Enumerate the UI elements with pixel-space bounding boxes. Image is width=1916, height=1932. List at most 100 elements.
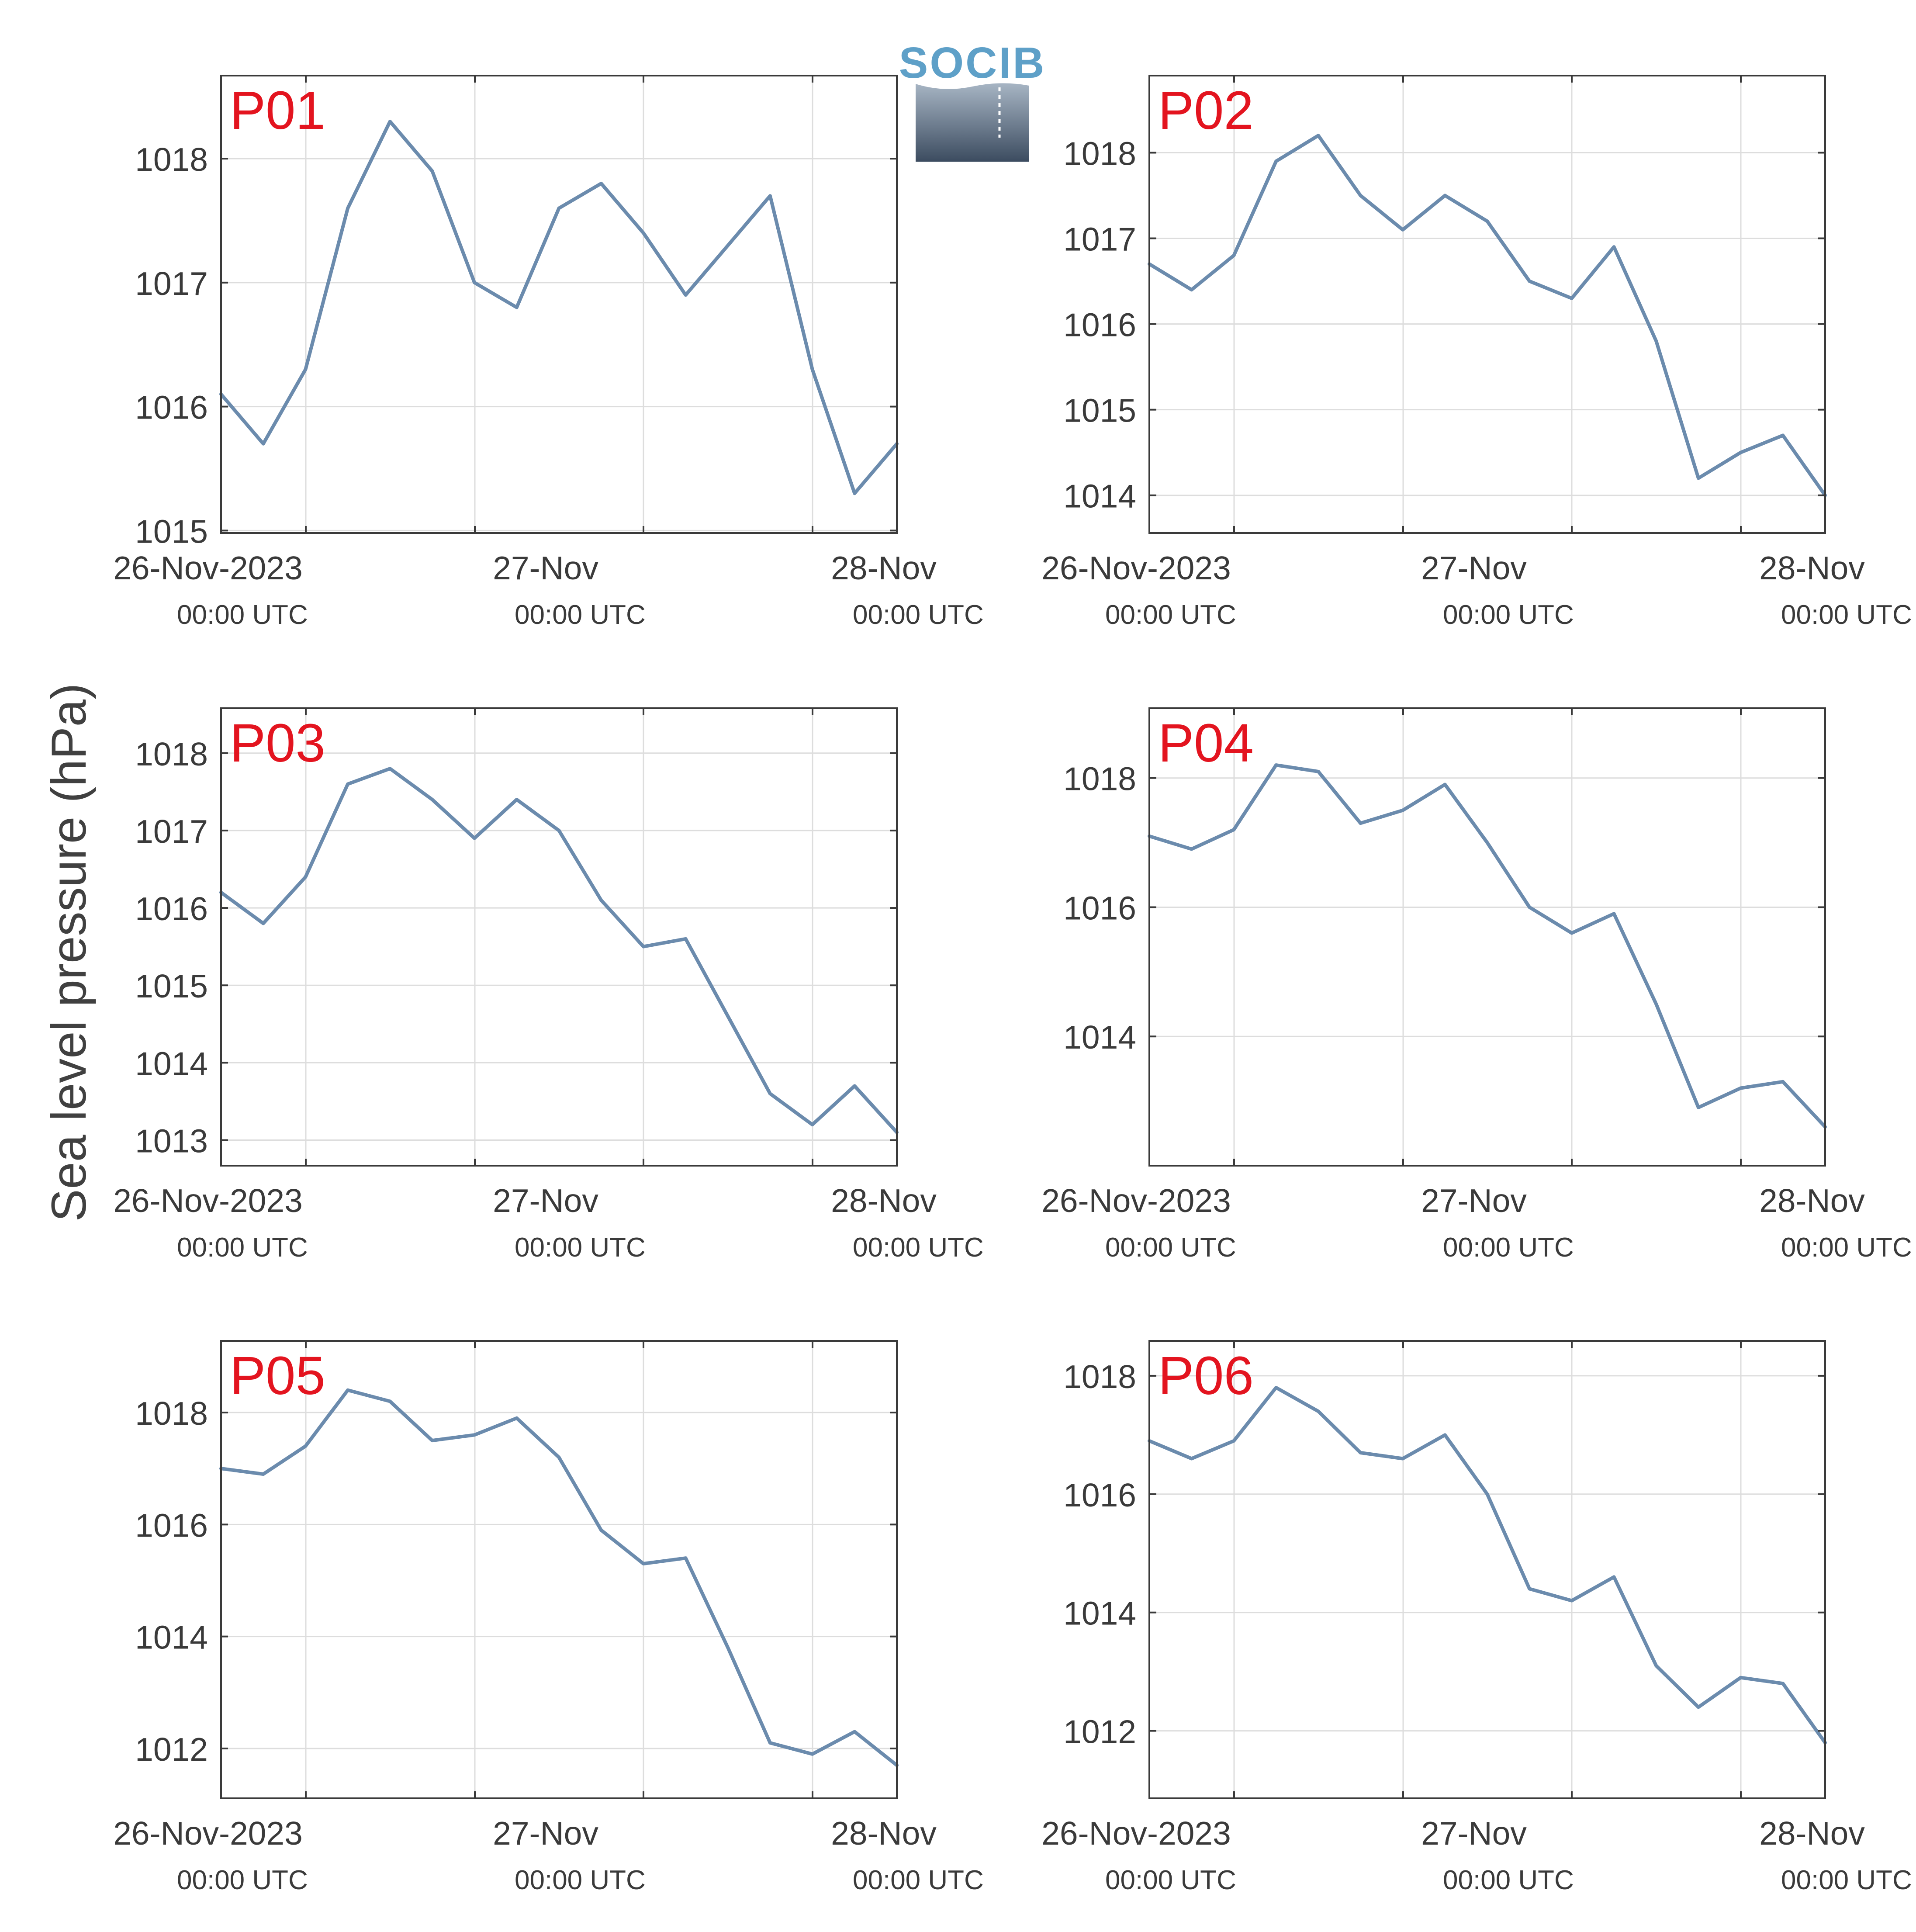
data-point — [1190, 1457, 1194, 1461]
x-tick-label: 28-Nov — [831, 550, 937, 586]
data-point — [726, 243, 730, 248]
series-line — [219, 767, 899, 1134]
panel-p02: 1014 1015 1016 1017 1018 26-Nov-2023 00:00 UTC… — [1041, 75, 1912, 630]
data-point — [684, 1556, 688, 1560]
data-point — [1274, 1385, 1278, 1390]
data-point — [1443, 1433, 1447, 1437]
panel-title: P06 — [1158, 1346, 1254, 1406]
x-tick-sublabel: 00:00 UTC — [1781, 600, 1912, 630]
data-point — [1401, 808, 1405, 813]
y-tick-label: 1014 — [135, 1619, 208, 1656]
data-point — [810, 367, 815, 372]
x-tick-label: 27-Nov — [493, 1182, 598, 1219]
data-point — [641, 945, 646, 949]
panel-p06: 1012 1014 1016 1018 26-Nov-2023 00:00 UTC 27-N… — [1041, 1340, 1912, 1895]
y-tick-label: 1015 — [135, 513, 208, 550]
y-tick-label: 1015 — [135, 968, 208, 1004]
series-line — [1148, 763, 1827, 1129]
data-point — [388, 119, 392, 124]
series-line — [1148, 134, 1827, 497]
x-tick-label: 27-Nov — [1421, 550, 1527, 586]
data-point — [430, 797, 434, 802]
data-point — [1316, 1409, 1321, 1413]
data-point — [346, 206, 350, 211]
y-tick-label: 1017 — [1063, 221, 1136, 258]
y-tick-label: 1018 — [1063, 1358, 1136, 1395]
x-tick-sublabel: 00:00 UTC — [1443, 600, 1574, 630]
data-point — [303, 1444, 308, 1448]
x-tick-label: 28-Nov — [1759, 1815, 1865, 1852]
data-point — [1443, 194, 1447, 198]
data-point — [430, 1438, 434, 1443]
y-tick-label: 1016 — [1063, 307, 1136, 343]
panel-p05: 1012 1014 1016 1018 26-Nov-2023 00:00 UTC 27-N… — [113, 1340, 984, 1895]
x-tick-label: 26-Nov-2023 — [113, 1815, 303, 1852]
data-point — [1739, 1086, 1743, 1091]
data-point — [768, 1091, 772, 1096]
data-point — [261, 442, 266, 446]
x-tick-sublabel: 00:00 UTC — [1443, 1865, 1574, 1895]
data-point — [1570, 296, 1574, 301]
data-point — [1654, 1664, 1658, 1668]
data-point — [1696, 1105, 1701, 1110]
data-point — [599, 1528, 603, 1532]
x-tick-sublabel: 00:00 UTC — [177, 1233, 308, 1263]
data-point — [810, 1752, 815, 1756]
data-point — [1190, 847, 1194, 851]
y-tick-label: 1014 — [135, 1045, 208, 1082]
x-tick-label: 26-Nov-2023 — [1041, 550, 1231, 586]
data-point — [726, 1014, 730, 1018]
data-point — [515, 1416, 519, 1420]
data-point — [1231, 828, 1236, 832]
y-tick-label: 1016 — [135, 890, 208, 927]
x-tick-label: 26-Nov-2023 — [1041, 1815, 1231, 1852]
y-tick-label: 1018 — [1063, 135, 1136, 172]
axes-frame — [220, 75, 898, 534]
y-tick-label: 1015 — [1063, 392, 1136, 429]
socib-logo: SOCIB — [899, 38, 1044, 162]
data-point — [1316, 769, 1321, 774]
y-axis-label: Sea level pressure (hPa) — [42, 683, 96, 1222]
y-tick-label: 1014 — [1063, 478, 1136, 515]
x-tick-sublabel: 00:00 UTC — [515, 600, 646, 630]
data-point — [1358, 1451, 1363, 1455]
x-tick-sublabel: 00:00 UTC — [1781, 1233, 1912, 1263]
data-point — [768, 1741, 772, 1745]
data-point — [599, 898, 603, 902]
data-point — [388, 766, 392, 771]
data-point — [472, 1433, 477, 1437]
y-tick-label: 1014 — [1063, 1595, 1136, 1632]
x-tick-sublabel: 00:00 UTC — [177, 600, 308, 630]
data-point — [1358, 194, 1363, 198]
data-point — [1274, 159, 1278, 163]
x-tick-label: 28-Nov — [1759, 550, 1865, 586]
series-line — [219, 1388, 899, 1767]
panel-title: P02 — [1158, 81, 1254, 141]
data-point — [1190, 287, 1194, 292]
axes-frame — [1148, 1340, 1826, 1799]
data-point — [641, 231, 646, 235]
plot-area — [221, 1341, 897, 1798]
x-tick-label: 26-Nov-2023 — [1041, 1182, 1231, 1219]
y-tick-label: 1018 — [135, 1395, 208, 1432]
data-point — [1274, 763, 1278, 767]
data-point — [303, 875, 308, 879]
data-point — [1654, 1002, 1658, 1006]
panel-title: P03 — [230, 713, 325, 773]
data-point — [1527, 1587, 1532, 1591]
plot-area — [1149, 76, 1825, 533]
data-point — [810, 1122, 815, 1127]
data-point — [1231, 253, 1236, 258]
x-tick-label: 26-Nov-2023 — [113, 550, 303, 586]
data-point — [684, 293, 688, 297]
x-tick-label: 27-Nov — [1421, 1815, 1527, 1852]
y-tick-label: 1018 — [135, 736, 208, 772]
x-tick-sublabel: 00:00 UTC — [177, 1865, 308, 1895]
panel-p01: 1015 1016 1017 1018 26-Nov-2023 00:00 UTC 27-N… — [113, 75, 984, 630]
x-tick-sublabel: 00:00 UTC — [1105, 600, 1236, 630]
data-point — [852, 1084, 857, 1088]
data-point — [1358, 821, 1363, 825]
data-point — [346, 782, 350, 786]
data-point — [726, 1645, 730, 1650]
data-point — [472, 280, 477, 285]
